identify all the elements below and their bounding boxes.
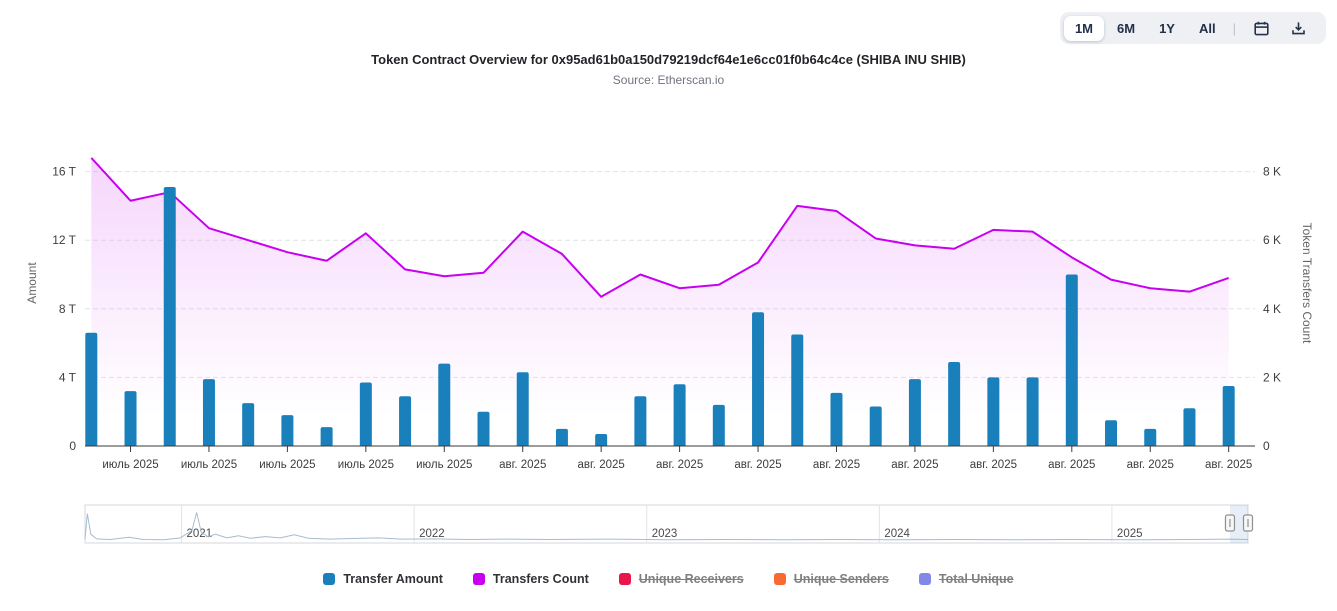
transfer-amount-bar[interactable] bbox=[673, 384, 686, 446]
range-selector: 1M 6M 1Y All | bbox=[1059, 12, 1326, 44]
transfer-amount-bar[interactable] bbox=[399, 396, 412, 446]
transfer-amount-bar[interactable] bbox=[359, 382, 372, 446]
legend-label: Unique Receivers bbox=[638, 572, 744, 586]
range-button-all[interactable]: All bbox=[1188, 16, 1227, 41]
legend-item-transfers-count[interactable]: Transfers Count bbox=[472, 572, 589, 586]
legend-label: Transfers Count bbox=[492, 572, 589, 586]
transfer-amount-bar[interactable] bbox=[202, 379, 215, 446]
legend-swatch bbox=[472, 573, 485, 585]
x-axis-label: авг. 2025 bbox=[1205, 459, 1252, 471]
navigator-year-label: 2023 bbox=[652, 528, 678, 540]
y-axis-left-label: 12 T bbox=[52, 233, 76, 247]
y-axis-right-title: Token Transfers Count bbox=[1300, 223, 1314, 344]
transfer-amount-bar[interactable] bbox=[555, 428, 568, 446]
navigator-year-label: 2021 bbox=[187, 528, 213, 540]
x-axis-label: июль 2025 bbox=[338, 459, 394, 471]
y-axis-right-label: 4 K bbox=[1263, 302, 1281, 316]
transfer-amount-bar[interactable] bbox=[830, 392, 843, 446]
range-button-1m[interactable]: 1M bbox=[1063, 15, 1105, 41]
legend-swatch bbox=[773, 573, 786, 585]
navigator-sparkline bbox=[84, 512, 1249, 541]
y-axis-right-label: 0 bbox=[1263, 439, 1270, 453]
transfer-amount-bar[interactable] bbox=[752, 312, 765, 446]
x-axis-label: авг. 2025 bbox=[656, 459, 703, 471]
transfer-amount-bar[interactable] bbox=[438, 363, 451, 446]
y-axis-left-label: 0 bbox=[69, 439, 76, 453]
legend-swatch bbox=[918, 573, 931, 585]
x-axis-label: июль 2025 bbox=[259, 459, 315, 471]
transfer-amount-bar[interactable] bbox=[948, 361, 961, 446]
x-axis-label: июль 2025 bbox=[181, 459, 237, 471]
x-axis-label: июль 2025 bbox=[416, 459, 472, 471]
transfer-amount-bar[interactable] bbox=[1183, 408, 1196, 446]
transfer-amount-bar[interactable] bbox=[477, 411, 490, 446]
navigator-handle-left[interactable] bbox=[1224, 514, 1236, 532]
transfer-amount-bar[interactable] bbox=[242, 403, 255, 446]
legend-item-unique-receivers[interactable]: Unique Receivers bbox=[618, 572, 744, 586]
legend-swatch bbox=[618, 573, 631, 585]
y-axis-right-label: 2 K bbox=[1263, 370, 1281, 384]
x-axis-label: авг. 2025 bbox=[578, 459, 625, 471]
transfer-amount-bar[interactable] bbox=[1065, 274, 1078, 447]
transfer-amount-bar[interactable] bbox=[869, 406, 882, 446]
x-axis-label: авг. 2025 bbox=[891, 459, 938, 471]
calendar-button[interactable] bbox=[1244, 16, 1279, 41]
transfer-amount-bar[interactable] bbox=[1144, 428, 1157, 446]
y-axis-right-label: 6 K bbox=[1263, 233, 1281, 247]
legend: Transfer Amount Transfers Count Unique Rec… bbox=[0, 572, 1337, 586]
legend-label: Total Unique bbox=[938, 572, 1014, 586]
navigator-track[interactable] bbox=[84, 504, 1249, 544]
transfer-amount-bar[interactable] bbox=[281, 415, 294, 446]
calendar-icon bbox=[1254, 21, 1269, 35]
transfer-amount-bar[interactable] bbox=[320, 427, 333, 446]
navigator-year-label: 2024 bbox=[884, 528, 910, 540]
page-title: Token Contract Overview for 0x95ad61b0a1… bbox=[371, 52, 966, 67]
transfers-count-area bbox=[91, 157, 1229, 446]
transfers-count-line[interactable] bbox=[90, 157, 1230, 298]
transfer-amount-bar[interactable] bbox=[163, 187, 176, 446]
x-axis-label: июль 2025 bbox=[102, 459, 158, 471]
navigator-year-label: 2025 bbox=[1117, 528, 1143, 540]
x-axis-label: авг. 2025 bbox=[1048, 459, 1095, 471]
transfer-amount-bar[interactable] bbox=[595, 433, 608, 446]
transfer-amount-bar[interactable] bbox=[1105, 420, 1118, 446]
range-divider: | bbox=[1232, 20, 1236, 36]
navigator-year-label: 2022 bbox=[419, 528, 445, 540]
transfer-amount-bar[interactable] bbox=[712, 404, 725, 446]
transfer-amount-bar[interactable] bbox=[634, 396, 647, 446]
download-icon bbox=[1292, 21, 1305, 34]
x-axis-label: авг. 2025 bbox=[499, 459, 546, 471]
transfer-amount-bar[interactable] bbox=[908, 379, 921, 446]
legend-label: Unique Senders bbox=[793, 572, 889, 586]
legend-item-transfer-amount[interactable]: Transfer Amount bbox=[323, 572, 443, 586]
legend-item-unique-senders[interactable]: Unique Senders bbox=[773, 572, 889, 586]
transfer-amount-bar[interactable] bbox=[987, 377, 1000, 446]
x-axis-label: авг. 2025 bbox=[813, 459, 860, 471]
chart-subtitle: Source: Etherscan.io bbox=[612, 73, 725, 87]
legend-item-total-unique[interactable]: Total Unique bbox=[918, 572, 1014, 586]
range-button-1y[interactable]: 1Y bbox=[1148, 16, 1186, 41]
transfer-amount-bar[interactable] bbox=[516, 372, 529, 446]
navigator-selection[interactable] bbox=[1229, 505, 1248, 543]
transfer-amount-bar[interactable] bbox=[1026, 377, 1039, 446]
y-axis-left-label: 4 T bbox=[59, 370, 77, 384]
x-axis-label: авг. 2025 bbox=[734, 459, 781, 471]
transfer-amount-bar[interactable] bbox=[124, 391, 137, 446]
x-axis-label: авг. 2025 bbox=[970, 459, 1017, 471]
x-axis-label: авг. 2025 bbox=[1127, 459, 1174, 471]
transfer-amount-bar[interactable] bbox=[791, 334, 804, 446]
y-axis-right-label: 8 K bbox=[1263, 165, 1281, 179]
y-axis-left-label: 16 T bbox=[52, 165, 76, 179]
transfer-amount-bar[interactable] bbox=[85, 332, 98, 446]
download-button[interactable] bbox=[1281, 16, 1316, 41]
legend-swatch bbox=[323, 573, 336, 585]
y-axis-left-title: Amount bbox=[25, 262, 39, 304]
transfer-amount-bar[interactable] bbox=[1222, 385, 1235, 446]
y-axis-left-label: 8 T bbox=[59, 302, 77, 316]
legend-label: Transfer Amount bbox=[343, 572, 443, 586]
range-button-6m[interactable]: 6M bbox=[1106, 16, 1146, 41]
navigator-handle-right[interactable] bbox=[1242, 514, 1254, 532]
